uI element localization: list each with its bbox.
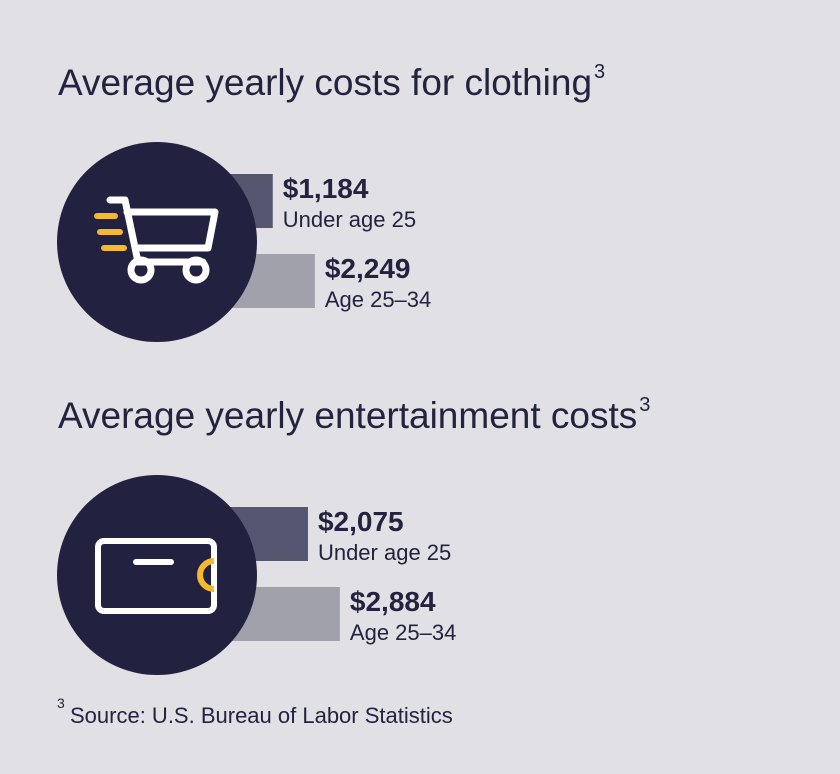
category-label: Under age 25 — [318, 540, 451, 565]
category-label: Age 25–34 — [350, 620, 456, 645]
icon-circle — [57, 475, 257, 675]
category-label: Under age 25 — [283, 207, 416, 232]
footnote-mark: 3 — [57, 695, 65, 711]
value-label: $1,184 — [283, 173, 369, 204]
cart-wheel — [127, 256, 155, 284]
value-label: $2,249 — [325, 253, 411, 284]
chart-clothing: Average yearly costs for clothing 3 $1,184… — [57, 61, 605, 342]
value-label: $2,884 — [350, 586, 436, 617]
cart-wheel — [182, 256, 210, 284]
cart-icon — [106, 196, 219, 266]
icon-circle — [57, 142, 257, 342]
card-chip — [197, 558, 215, 592]
title-superscript: 3 — [594, 61, 605, 83]
chart-title: Average yearly costs for clothing — [58, 62, 592, 103]
title-superscript: 3 — [639, 394, 650, 416]
category-label: Age 25–34 — [325, 287, 431, 312]
footnote: Source: U.S. Bureau of Labor Statistics — [70, 703, 453, 728]
chart-entertainment: Average yearly entertainment costs 3 $2,07… — [57, 394, 650, 675]
chart-title: Average yearly entertainment costs — [58, 395, 637, 436]
value-label: $2,075 — [318, 506, 404, 537]
card-icon — [95, 538, 217, 614]
